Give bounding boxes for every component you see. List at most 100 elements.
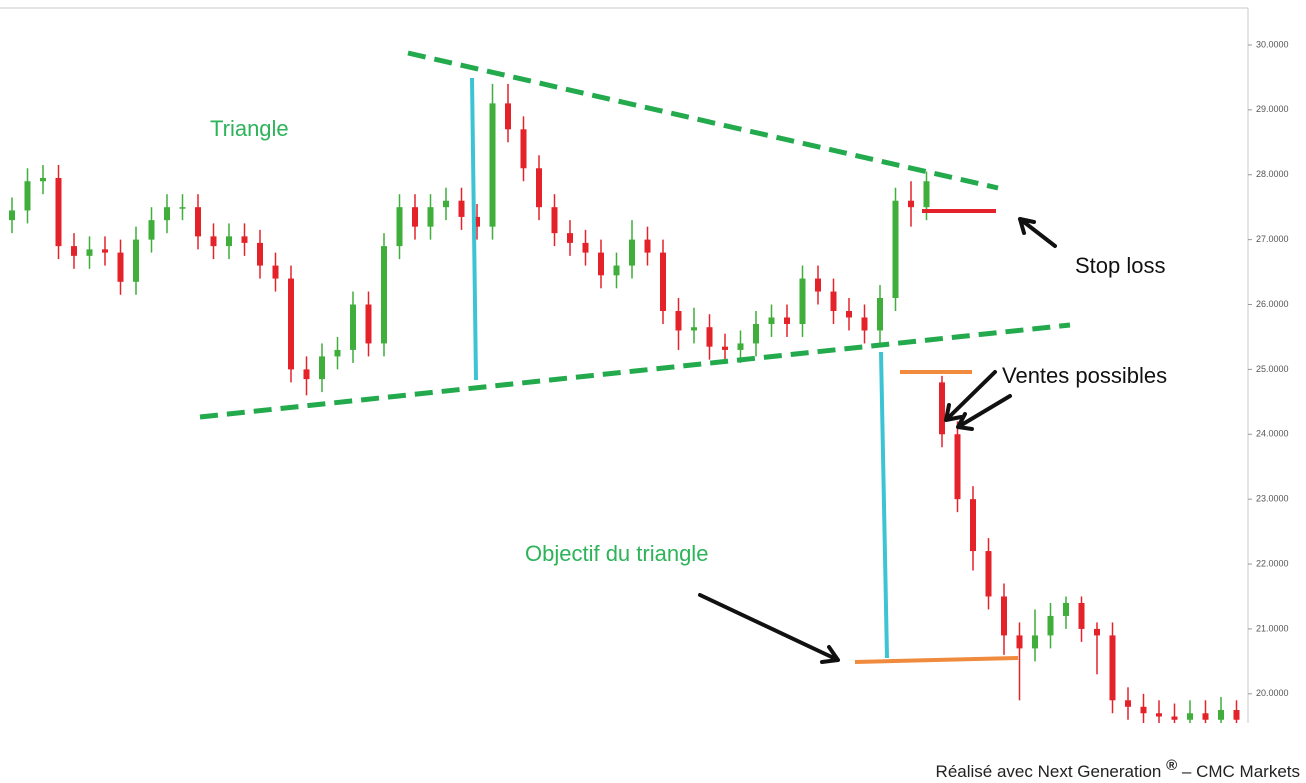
y-tick-label: 23.0000 <box>1256 494 1289 504</box>
candle-body <box>24 181 31 211</box>
candle-body <box>768 317 775 324</box>
candle-body <box>381 246 387 344</box>
candle-body <box>117 252 124 282</box>
candle-body <box>799 278 806 324</box>
candles <box>9 83 1240 723</box>
arrow <box>956 394 1012 431</box>
candle-body <box>1078 602 1085 629</box>
candle-body <box>55 177 62 247</box>
candle-body <box>784 317 790 324</box>
candle-body <box>319 356 325 380</box>
candle-body <box>908 200 914 208</box>
candle-body <box>1233 710 1240 720</box>
candle-body <box>691 327 697 331</box>
candle-body <box>722 346 728 350</box>
candle-body <box>427 207 434 227</box>
candle-body <box>520 129 527 169</box>
triangle-height <box>470 77 478 381</box>
candle-body <box>582 242 589 253</box>
candle-body <box>350 304 356 350</box>
annotations: Triangle Stop loss Ventes possibles Obje… <box>199 50 1167 664</box>
candle-body <box>1218 710 1224 720</box>
candle-body <box>892 200 899 299</box>
lower-trendline <box>199 322 1071 420</box>
arrows <box>698 217 1057 664</box>
upper-trendline <box>407 50 999 191</box>
y-tick-label: 22.0000 <box>1256 558 1289 568</box>
candle-body <box>396 207 403 247</box>
candle-body <box>536 168 542 208</box>
y-tick-label: 21.0000 <box>1256 623 1289 633</box>
candle-body <box>1001 596 1007 636</box>
target-level <box>854 656 1019 664</box>
projected-height <box>879 351 889 659</box>
candle-body <box>954 434 961 500</box>
candle-body <box>1156 713 1162 717</box>
y-tick-label: 30.0000 <box>1256 39 1289 49</box>
candle-body <box>288 278 294 370</box>
annotation-text: Ventes possibles <box>1002 363 1167 388</box>
credit-mark: ® <box>1166 757 1177 774</box>
candle-body <box>303 369 310 380</box>
candle-body <box>365 304 372 344</box>
candle-body <box>164 207 170 221</box>
candle-body <box>675 310 682 331</box>
candle-body <box>148 220 155 240</box>
candle-body <box>9 210 15 221</box>
candle-body <box>629 239 635 266</box>
arrow <box>1018 217 1057 248</box>
candle-body <box>598 252 604 276</box>
y-tick-label: 28.0000 <box>1256 169 1289 179</box>
y-tick-label: 20.0000 <box>1256 688 1289 698</box>
candle-body <box>40 177 46 182</box>
candle-body <box>970 499 976 552</box>
candle-body <box>1140 706 1147 714</box>
candle-body <box>1171 716 1178 720</box>
candle-body <box>830 291 837 311</box>
arrow <box>698 593 840 664</box>
candle-body <box>1063 602 1069 616</box>
candle-body <box>210 236 217 247</box>
candle-body <box>877 298 883 331</box>
candle-body <box>474 216 480 227</box>
candle-body <box>505 103 511 130</box>
y-tick-label: 27.0000 <box>1256 234 1289 244</box>
candle-body <box>179 207 186 209</box>
candle-body <box>737 343 744 350</box>
candle-body <box>567 233 573 243</box>
candle-body <box>613 265 620 276</box>
candle-body <box>1109 635 1116 701</box>
candle-body <box>133 239 139 282</box>
candle-body <box>551 207 558 234</box>
candle-body <box>241 236 248 243</box>
candle-body <box>923 181 930 208</box>
y-tick-label: 26.0000 <box>1256 299 1289 309</box>
y-axis-ticks: 20.0000 21.0000 22.0000 23.0000 24.0000 25.00… <box>1248 39 1289 698</box>
candle-body <box>644 239 651 253</box>
candle-body <box>1016 635 1023 649</box>
candle-body <box>71 246 77 256</box>
candle-body <box>861 317 868 331</box>
credit: Réalisé avec Next Generation ® – CMC Mar… <box>936 755 1300 781</box>
y-tick-label: 24.0000 <box>1256 429 1289 439</box>
candle-body <box>1125 700 1131 707</box>
candle-body <box>846 310 852 318</box>
annotation-text: Stop loss <box>1075 253 1166 278</box>
candle-body <box>1094 628 1100 636</box>
y-tick-label: 29.0000 <box>1256 104 1289 114</box>
candle-body <box>939 382 945 435</box>
credit-source: – CMC Markets <box>1182 762 1300 781</box>
candle-body <box>334 349 341 357</box>
candle-body <box>706 327 713 347</box>
candle-body <box>1187 713 1193 720</box>
y-tick-label: 25.0000 <box>1256 364 1289 374</box>
candle-body <box>815 278 821 292</box>
candle-body <box>86 249 93 256</box>
candle-body <box>272 265 279 279</box>
candle-body <box>660 252 666 311</box>
candle-body <box>985 551 992 597</box>
candle-body <box>102 249 108 253</box>
candle-body <box>753 323 759 344</box>
candle-body <box>195 207 201 237</box>
